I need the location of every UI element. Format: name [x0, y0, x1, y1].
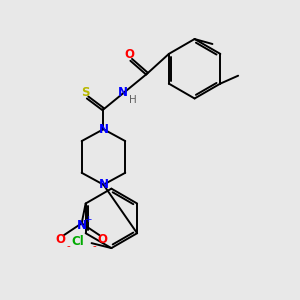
- Text: Cl: Cl: [71, 235, 84, 248]
- Text: N: N: [118, 86, 128, 99]
- Text: S: S: [81, 86, 90, 99]
- Text: N: N: [98, 123, 109, 136]
- Text: N: N: [77, 219, 87, 232]
- Text: O: O: [98, 233, 107, 246]
- Text: O: O: [56, 233, 66, 246]
- Text: H: H: [129, 95, 137, 106]
- Text: +: +: [84, 215, 92, 224]
- Text: N: N: [98, 178, 109, 191]
- Text: O: O: [124, 48, 134, 62]
- Text: -: -: [67, 241, 71, 251]
- Text: -: -: [93, 241, 96, 251]
